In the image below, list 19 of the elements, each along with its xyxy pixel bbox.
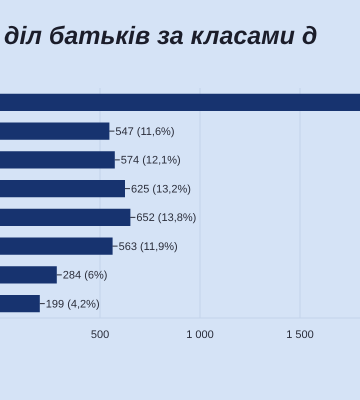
bar [0, 151, 115, 168]
bar [0, 208, 130, 226]
bar [0, 238, 113, 255]
data-label: 199 (4,2%) [46, 298, 100, 310]
data-label: 547 (11,6%) [115, 126, 175, 138]
x-tick-label: 1 000 [186, 328, 214, 341]
bar [0, 94, 360, 111]
x-tick-label: 500 [90, 328, 110, 341]
data-label: 625 (13,2%) [131, 183, 191, 196]
chart-title: діл батьків за класами д [4, 22, 318, 50]
bar [0, 180, 125, 198]
bar [0, 122, 110, 140]
data-label: 652 (13,8%) [136, 212, 196, 224]
x-tick-label: 1 500 [286, 328, 314, 341]
bar [0, 295, 40, 312]
data-label: 574 (12,1%) [120, 154, 181, 167]
data-label: 284 (6%) [62, 270, 108, 282]
bar [0, 266, 57, 284]
data-label: 563 (11,9%) [118, 240, 178, 253]
